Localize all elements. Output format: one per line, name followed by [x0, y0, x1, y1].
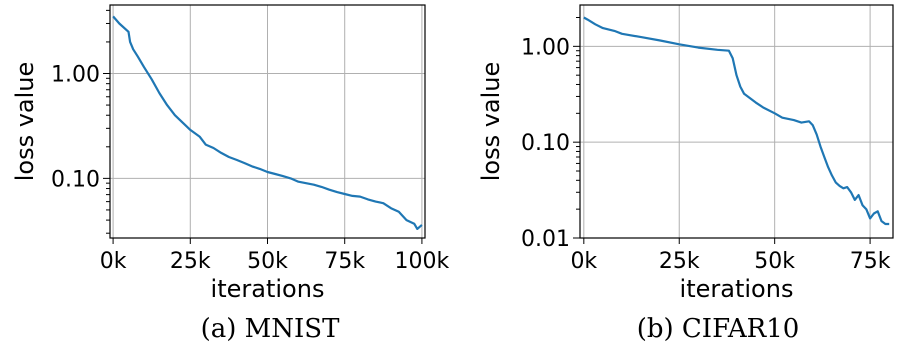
subfigure-caption: (b) CIFAR10 [637, 314, 800, 344]
x-tick-label: 100k [395, 249, 450, 274]
y-tick-label: 1.00 [521, 35, 570, 60]
x-tick-label: 75k [324, 249, 365, 274]
x-tick-label: 25k [659, 249, 700, 274]
chart-cifar10: 0k 25k 50k 75k 1.00 0.10 0.01 iterations loss va… [477, 4, 894, 344]
x-tick-label: 25k [170, 249, 211, 274]
x-tick-label: 50k [754, 249, 795, 274]
loss-curve [112, 15, 423, 230]
subfigure-caption: (a) MNIST [201, 314, 341, 344]
y-tick-label: 0.10 [521, 131, 570, 156]
plot-frame [579, 4, 894, 239]
x-tick-label: 0k [100, 249, 127, 274]
y-tick-label: 0.01 [521, 227, 570, 252]
x-tick-label: 50k [247, 249, 288, 274]
y-tick-label: 1.00 [51, 63, 100, 88]
y-tick-label: 0.10 [51, 167, 100, 192]
chart-mnist: 0k 25k 50k 75k 100k 1.00 0.10 iterations loss va… [11, 4, 450, 344]
y-axis-label: loss value [11, 62, 39, 182]
loss-curve [583, 16, 890, 226]
x-tick-label: 0k [570, 249, 597, 274]
x-axis-label: iterations [680, 275, 794, 303]
x-axis-label: iterations [211, 275, 325, 303]
x-tick-label: 75k [850, 249, 891, 274]
y-axis-label: loss value [477, 62, 505, 182]
